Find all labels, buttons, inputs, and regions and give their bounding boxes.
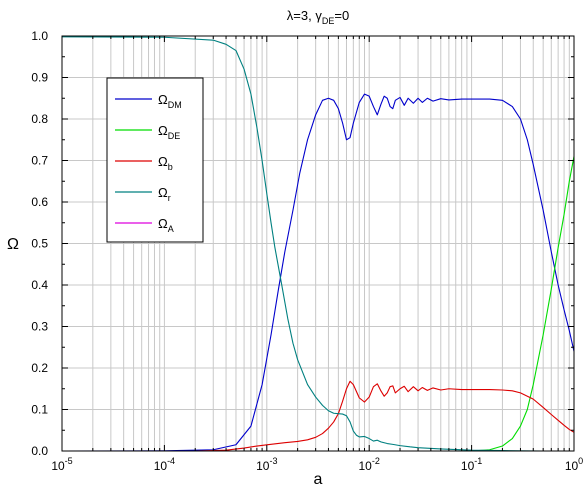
legend: ΩDM ΩDE Ωb Ωr ΩA bbox=[106, 77, 204, 243]
series-line-r bbox=[61, 36, 574, 452]
x-tick-label: 10-2 bbox=[359, 456, 380, 473]
legend-box bbox=[106, 77, 204, 243]
y-tick-label: 0.0 bbox=[31, 444, 48, 458]
x-tick-label: 10-4 bbox=[154, 456, 175, 473]
legend-label-r: Ωr bbox=[158, 185, 171, 203]
y-tick-label: 0.7 bbox=[31, 154, 48, 168]
y-tick-label: 0.6 bbox=[31, 195, 48, 209]
x-tick-label: 10-5 bbox=[51, 456, 72, 473]
y-tick-label: 0.2 bbox=[31, 361, 48, 375]
y-tick-labels: 0.0 0.1 0.2 0.3 0.4 0.5 0.6 0.7 0.8 0.9 1.0 bbox=[31, 29, 48, 458]
chart-title: λ=3, γDE=0 bbox=[287, 8, 349, 26]
y-tick-label: 0.4 bbox=[31, 278, 48, 292]
legend-label-dm: ΩDM bbox=[158, 92, 182, 110]
series-line-b bbox=[62, 380, 575, 452]
ticks bbox=[61, 35, 575, 452]
y-tick-label: 0.5 bbox=[31, 237, 48, 251]
x-tick-labels: 10-5 10-4 10-3 10-2 10-1 100 bbox=[51, 456, 583, 473]
x-tick-label: 10-1 bbox=[461, 456, 482, 473]
y-tick-label: 0.3 bbox=[31, 320, 48, 334]
y-tick-label: 1.0 bbox=[31, 29, 48, 43]
y-tick-label: 0.9 bbox=[31, 71, 48, 85]
y-axis-label: Ω bbox=[7, 236, 19, 253]
legend-label-b: Ωb bbox=[158, 154, 173, 172]
y-tick-label: 0.1 bbox=[31, 403, 48, 417]
x-tick-label: 10-3 bbox=[256, 456, 277, 473]
y-tick-label: 0.8 bbox=[31, 112, 48, 126]
legend-label-a: ΩA bbox=[158, 216, 174, 234]
series-line-dm bbox=[61, 93, 575, 452]
series-line-de bbox=[62, 156, 575, 452]
legend-label-de: ΩDE bbox=[158, 123, 180, 141]
x-axis-label: a bbox=[314, 471, 323, 484]
x-tick-label: 100 bbox=[565, 456, 583, 473]
